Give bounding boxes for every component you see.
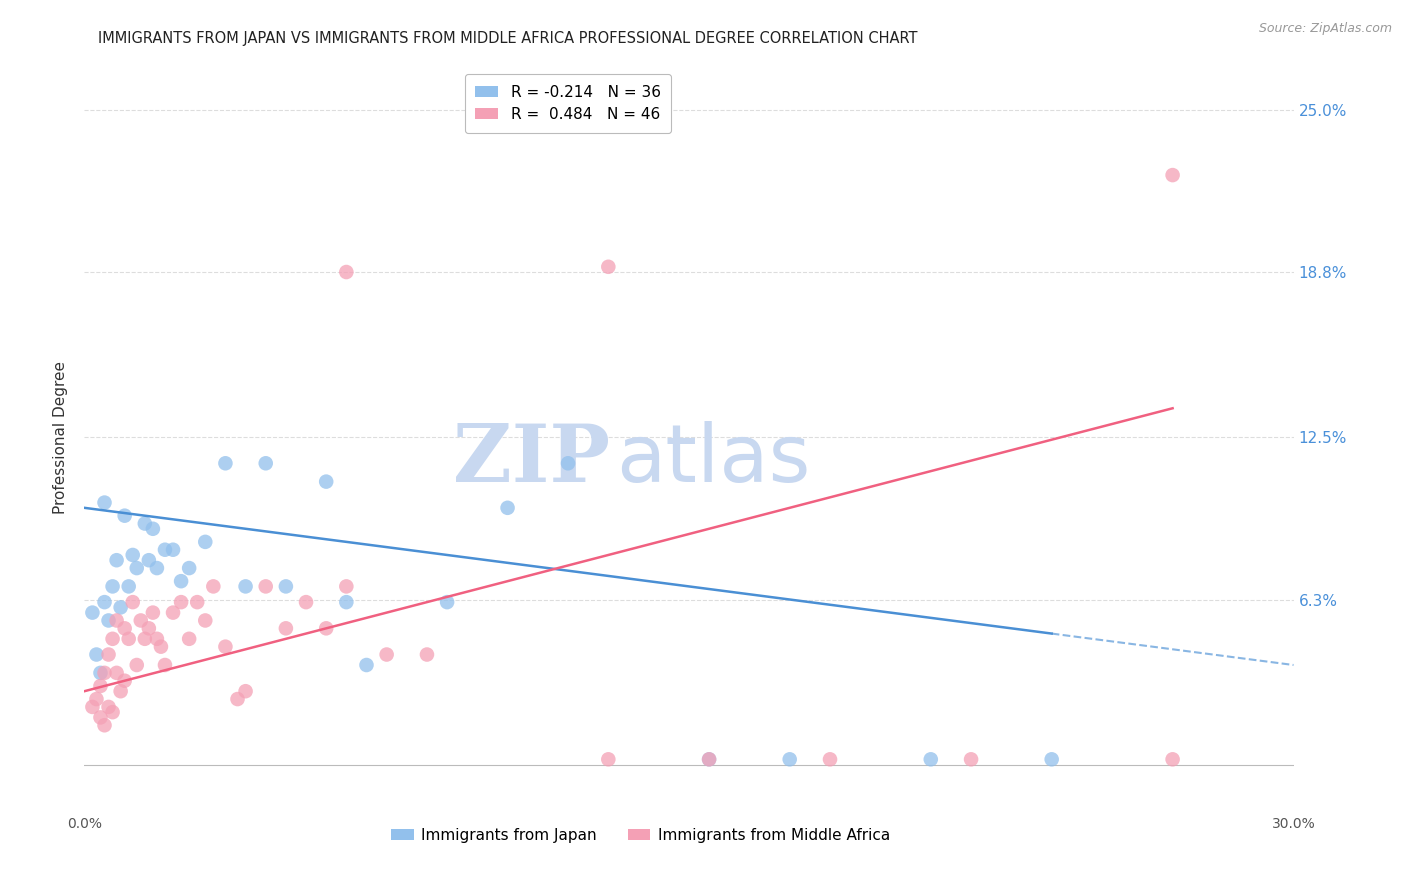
Legend: Immigrants from Japan, Immigrants from Middle Africa: Immigrants from Japan, Immigrants from M…: [385, 822, 897, 849]
Point: [235, 684, 257, 698]
Point: [86, 692, 108, 706]
Point: [235, 579, 257, 593]
Point: [416, 648, 439, 662]
Point: [194, 534, 217, 549]
Point: [202, 579, 225, 593]
Point: [97, 700, 120, 714]
Point: [125, 658, 148, 673]
Point: [105, 665, 128, 680]
Point: [142, 606, 165, 620]
Point: [138, 621, 160, 635]
Point: [214, 456, 236, 470]
Point: [356, 658, 378, 673]
Point: [375, 648, 398, 662]
Point: [129, 614, 152, 628]
Point: [89, 710, 111, 724]
Point: [134, 516, 156, 531]
Point: [101, 632, 124, 646]
Point: [335, 265, 357, 279]
Point: [274, 579, 297, 593]
Point: [89, 665, 111, 680]
Point: [170, 574, 193, 589]
Point: [295, 595, 318, 609]
Point: [697, 752, 720, 766]
Text: IMMIGRANTS FROM JAPAN VS IMMIGRANTS FROM MIDDLE AFRICA PROFESSIONAL DEGREE CORRE: IMMIGRANTS FROM JAPAN VS IMMIGRANTS FROM…: [98, 31, 918, 46]
Point: [93, 665, 115, 680]
Point: [214, 640, 236, 654]
Point: [335, 595, 357, 609]
Point: [114, 673, 136, 688]
Point: [118, 632, 141, 646]
Point: [82, 700, 104, 714]
Point: [598, 752, 620, 766]
Point: [779, 752, 801, 766]
Point: [110, 600, 132, 615]
Point: [97, 614, 120, 628]
Point: [436, 595, 458, 609]
Point: [105, 553, 128, 567]
Point: [1040, 752, 1063, 766]
Point: [274, 621, 297, 635]
Point: [153, 658, 176, 673]
Text: atlas: atlas: [616, 420, 811, 499]
Text: ZIP: ZIP: [453, 420, 610, 499]
Point: [818, 752, 841, 766]
Point: [557, 456, 579, 470]
Point: [960, 752, 983, 766]
Point: [186, 595, 208, 609]
Point: [134, 632, 156, 646]
Point: [496, 500, 519, 515]
Point: [920, 752, 942, 766]
Point: [138, 553, 160, 567]
Point: [146, 561, 169, 575]
Y-axis label: Professional Degree: Professional Degree: [53, 360, 69, 514]
Point: [105, 614, 128, 628]
Point: [125, 561, 148, 575]
Point: [146, 632, 169, 646]
Point: [335, 579, 357, 593]
Point: [82, 606, 104, 620]
Point: [93, 718, 115, 732]
Point: [86, 648, 108, 662]
Point: [114, 508, 136, 523]
Text: Source: ZipAtlas.com: Source: ZipAtlas.com: [1258, 22, 1392, 36]
Point: [89, 679, 111, 693]
Point: [121, 548, 143, 562]
Point: [179, 561, 201, 575]
Point: [226, 692, 249, 706]
Point: [101, 579, 124, 593]
Point: [315, 621, 337, 635]
Point: [315, 475, 337, 489]
Point: [1161, 752, 1184, 766]
Point: [121, 595, 143, 609]
Point: [142, 522, 165, 536]
Point: [697, 752, 720, 766]
Point: [598, 260, 620, 274]
Point: [149, 640, 172, 654]
Point: [162, 542, 184, 557]
Point: [170, 595, 193, 609]
Point: [93, 495, 115, 509]
Point: [254, 579, 277, 593]
Point: [118, 579, 141, 593]
Point: [194, 614, 217, 628]
Point: [254, 456, 277, 470]
Point: [162, 606, 184, 620]
Point: [97, 648, 120, 662]
Point: [153, 542, 176, 557]
Point: [1161, 168, 1184, 182]
Point: [101, 705, 124, 719]
Point: [93, 595, 115, 609]
Point: [114, 621, 136, 635]
Point: [179, 632, 201, 646]
Point: [110, 684, 132, 698]
